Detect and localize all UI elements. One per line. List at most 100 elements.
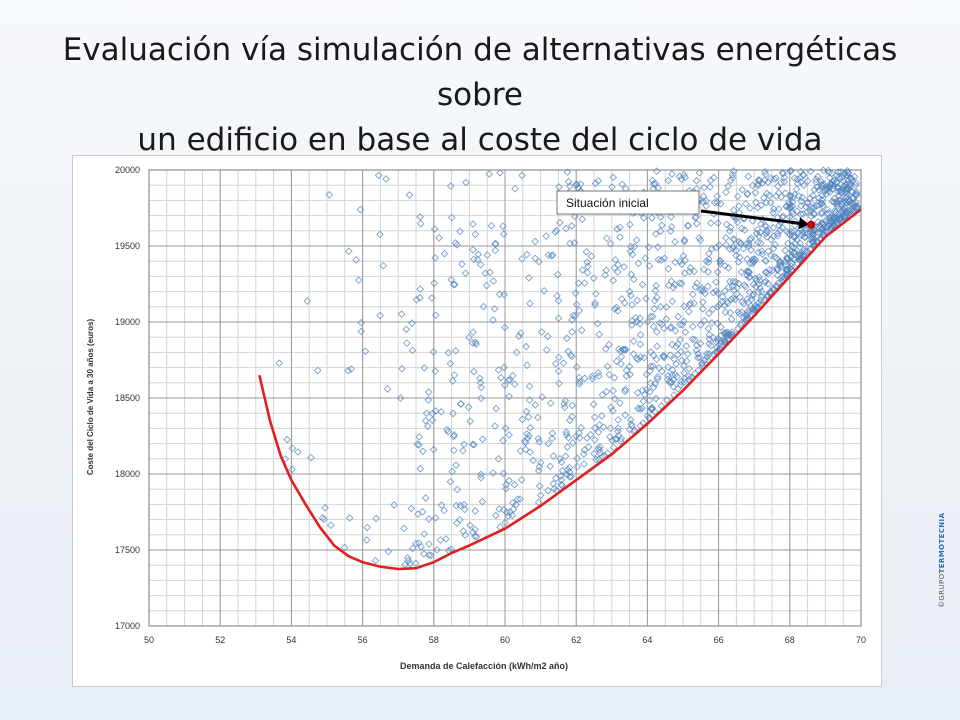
data-point	[848, 199, 857, 208]
data-point	[613, 268, 622, 276]
data-point	[796, 243, 804, 252]
data-point	[727, 176, 735, 185]
data-point	[764, 270, 772, 278]
data-point	[663, 396, 671, 404]
data-point	[415, 441, 423, 449]
data-point	[552, 226, 561, 235]
data-point	[611, 256, 620, 264]
data-point	[692, 341, 701, 350]
data-point	[677, 279, 686, 288]
data-point	[646, 388, 654, 396]
data-point	[621, 345, 630, 354]
data-point	[685, 267, 694, 276]
data-point	[505, 392, 513, 401]
data-point	[789, 233, 798, 241]
data-point	[787, 203, 795, 211]
data-point	[713, 192, 722, 201]
data-point	[840, 182, 848, 190]
data-point	[595, 372, 603, 380]
data-point	[568, 401, 577, 410]
data-point	[717, 323, 725, 331]
data-point	[729, 235, 738, 243]
data-point	[446, 359, 455, 368]
data-point	[512, 348, 521, 357]
data-point	[656, 302, 665, 311]
data-point	[487, 221, 496, 230]
data-point	[602, 266, 611, 275]
data-point	[621, 411, 630, 419]
data-point	[506, 376, 514, 384]
data-point	[705, 309, 713, 318]
data-point	[534, 466, 543, 475]
data-point	[452, 461, 460, 469]
data-point	[830, 176, 839, 185]
data-point	[667, 323, 676, 331]
data-point	[733, 218, 742, 227]
data-point	[583, 268, 592, 277]
data-point	[821, 217, 830, 225]
data-point	[609, 276, 618, 285]
data-point	[591, 301, 599, 310]
data-point	[525, 382, 534, 391]
data-point	[667, 378, 676, 387]
data-point	[575, 306, 584, 315]
data-point	[642, 294, 650, 303]
data-point	[664, 363, 672, 372]
data-point	[818, 224, 827, 233]
data-point	[499, 469, 508, 478]
data-point	[372, 514, 380, 523]
data-point	[647, 404, 656, 413]
data-point	[648, 176, 657, 185]
data-point	[773, 264, 781, 272]
data-point	[448, 467, 457, 476]
data-point	[569, 311, 577, 320]
data-point	[516, 329, 525, 338]
data-point	[500, 323, 509, 332]
data-point	[554, 353, 563, 362]
data-point	[412, 295, 421, 304]
data-point	[504, 376, 513, 385]
data-point	[737, 319, 746, 327]
data-point	[390, 501, 398, 509]
data-point	[515, 332, 523, 341]
data-point	[459, 446, 467, 455]
data-point	[760, 176, 769, 185]
data-point	[609, 173, 618, 182]
data-point	[597, 412, 606, 420]
data-point	[502, 484, 510, 493]
data-point	[526, 448, 535, 457]
data-point	[671, 238, 679, 246]
data-point	[590, 435, 599, 444]
data-point	[471, 525, 479, 534]
data-point	[402, 339, 411, 348]
data-point	[461, 531, 470, 540]
data-point	[634, 355, 642, 364]
data-point	[408, 544, 417, 553]
data-point	[686, 299, 695, 308]
data-point	[416, 213, 425, 221]
data-point	[594, 444, 603, 453]
data-point	[612, 435, 621, 443]
data-point	[699, 298, 707, 306]
data-point	[510, 380, 519, 389]
data-point	[806, 194, 814, 202]
data-point	[755, 276, 764, 285]
data-point	[843, 166, 852, 175]
data-point	[746, 236, 754, 244]
data-point	[354, 276, 363, 284]
data-point	[565, 472, 574, 481]
data-point	[529, 456, 538, 465]
data-point	[572, 181, 581, 189]
data-point	[573, 462, 582, 471]
data-point	[505, 431, 513, 439]
data-point	[459, 527, 468, 535]
data-point	[745, 273, 753, 282]
data-point	[447, 275, 456, 284]
data-point	[853, 202, 862, 211]
data-point	[649, 383, 658, 392]
data-point	[526, 423, 535, 432]
data-point	[653, 243, 662, 251]
data-point	[540, 287, 548, 295]
x-tick-label: 52	[215, 635, 225, 645]
data-point	[677, 175, 686, 183]
